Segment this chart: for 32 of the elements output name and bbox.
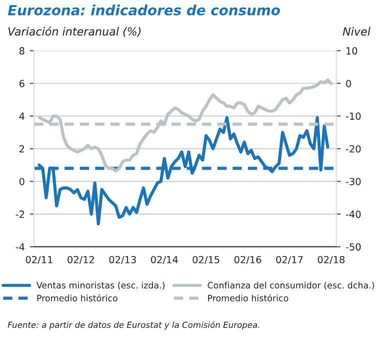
y-tick-label: 2 xyxy=(20,145,24,152)
x-tick-label: 02/15 xyxy=(192,256,220,264)
y2-tick-label: 0 xyxy=(346,80,351,88)
x-tick-label: 02/12 xyxy=(68,256,94,264)
legend-label: Confianza del consumidor (esc. dcha.) xyxy=(208,282,374,290)
y-tick-label: -4 xyxy=(16,243,24,250)
y-tick-label: 0 xyxy=(19,178,24,186)
line-series xyxy=(38,116,330,226)
y2-tick-label: -10 xyxy=(346,112,361,120)
y-tick-label: 8 xyxy=(19,47,24,55)
x-tick-label: 02/17 xyxy=(276,256,303,264)
x-tick-label: 02/13 xyxy=(109,256,136,264)
y2-tick-label: -50 xyxy=(346,243,361,251)
x-tick-label: 02/16 xyxy=(234,256,262,264)
y2-axis-title: Nivel xyxy=(342,27,370,36)
legend-label: Promedio histórico xyxy=(208,294,288,302)
y2-tick-label: -40 xyxy=(346,210,361,218)
y2-tick-label: -20 xyxy=(346,145,361,153)
y-tick-label: 6 xyxy=(19,80,24,88)
y2-tick-label: -30 xyxy=(346,178,361,186)
x-tick-label: 02/14 xyxy=(150,256,178,264)
y-axis-title: Variación interanual (%) xyxy=(8,26,141,37)
y-tick-label: 4 xyxy=(19,112,24,120)
legend-label: Promedio histórico xyxy=(37,294,118,302)
y-tick-label: -2 xyxy=(16,210,24,218)
line-series xyxy=(38,78,333,172)
source-note: Fuente: a partir de datos de Eurostat y la Comisión Europea. xyxy=(8,321,260,330)
y2-tick-label: 10 xyxy=(346,47,358,55)
x-tick-label: 02/11 xyxy=(26,256,52,264)
x-tick-label: 02/18 xyxy=(318,256,345,264)
chart-title: Eurozona: indicadores de consumo xyxy=(8,4,280,16)
legend-label: Ventas minoristas (esc. izda.) xyxy=(36,282,164,290)
